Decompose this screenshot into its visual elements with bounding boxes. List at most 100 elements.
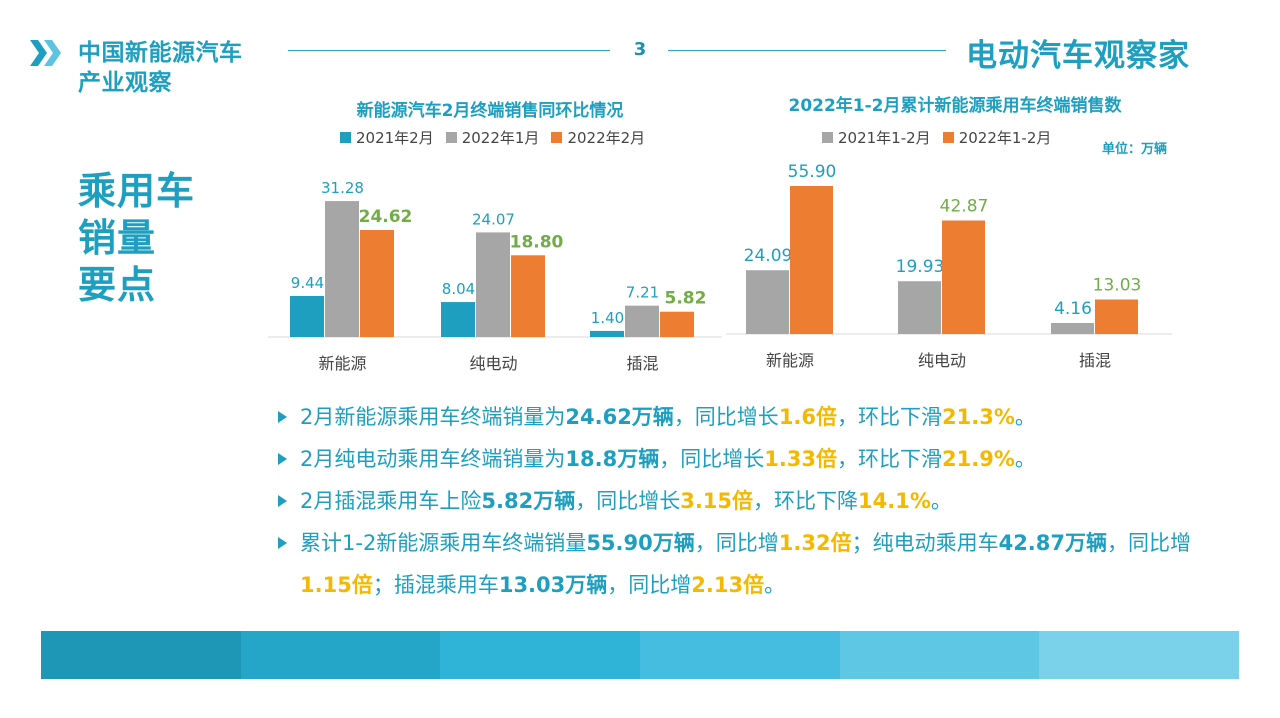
chart2-title: 2022年1-2月累计新能源乘用车终端销售数 <box>788 96 1122 116</box>
chart1-data-label: 9.44 <box>291 274 324 292</box>
chart1-data-label: 8.04 <box>442 280 475 298</box>
chart1-data-label: 31.28 <box>321 179 364 197</box>
chart1-legend-item: 2021年2月 <box>340 127 434 148</box>
bullet-ratio: 14.1% <box>858 489 931 513</box>
bullet-ratio: 2.13倍 <box>691 573 765 597</box>
chart1-bar <box>476 232 510 337</box>
chart2-category-label: 插混 <box>1079 351 1111 370</box>
footer-bar-segment <box>240 631 441 679</box>
bullet-text: ，环比下滑 <box>837 405 943 429</box>
bullet-text: ，同比增长 <box>659 447 765 471</box>
chart1-bar <box>660 311 694 337</box>
footer-bar-segment <box>1039 631 1240 679</box>
chart2-data-label: 19.93 <box>896 257 945 277</box>
bullet-text: ，同比增 <box>607 573 692 597</box>
bullet-figure: 55.90万辆 <box>586 531 695 555</box>
bullet-figure: 5.82万辆 <box>481 489 576 513</box>
bullet-point: 2月新能源乘用车终端销量为24.62万辆，同比增长1.6倍，环比下滑21.3%。 <box>276 396 1236 438</box>
chart2-unit-label: 单位：万辆 <box>1102 142 1168 157</box>
footer-gradient-bar <box>41 631 1240 679</box>
bullet-text: 。 <box>764 573 786 597</box>
bullet-figure: 13.03万辆 <box>498 573 608 597</box>
bullet-text: 。 <box>1014 447 1036 471</box>
legend-swatch-gray <box>822 132 833 143</box>
chart1-bar <box>511 255 545 337</box>
page-number: 3 <box>633 39 647 60</box>
chart2-bar <box>1051 322 1094 334</box>
bullet-text: ，同比增 <box>1107 531 1192 555</box>
bullet-text: ；纯电动乘用车 <box>851 531 999 555</box>
bullet-ratio: 1.6倍 <box>778 405 838 429</box>
chart2-category-label: 新能源 <box>766 351 814 370</box>
footer-bar-segment <box>41 631 241 679</box>
chart2-data-label: 55.90 <box>788 162 837 182</box>
bullet-ratio: 1.33倍 <box>764 447 838 471</box>
chart1-data-label: 18.80 <box>510 232 564 252</box>
chart2-legend-label: 2022年1-2月 <box>958 129 1052 147</box>
bullet-text: 2月插混乘用车上险 <box>300 489 482 513</box>
chart1-category-label: 新能源 <box>318 354 366 373</box>
chart1-bar <box>360 230 394 337</box>
footer-bar-segment <box>640 631 840 679</box>
chart1-data-label: 24.07 <box>472 210 515 228</box>
bullet-ratio: 3.15倍 <box>680 489 754 513</box>
chart2-legend-item: 2022年1-2月 <box>942 127 1052 148</box>
bullet-ratio: 1.15倍 <box>300 573 373 597</box>
chart1-bar <box>290 295 324 337</box>
bullet-text: ；插混乘用车 <box>372 573 499 597</box>
legend-swatch-gray <box>445 132 457 143</box>
bullet-text: 累计1-2新能源乘用车终端销量 <box>300 531 587 555</box>
bullet-list: 2月新能源乘用车终端销量为24.62万辆，同比增长1.6倍，环比下滑21.3%。… <box>276 396 1236 606</box>
header-title-line1: 中国新能源汽车 <box>78 40 243 66</box>
bullet-ratio: 21.9% <box>942 447 1015 471</box>
bullet-text: 。 <box>1014 405 1036 429</box>
chart1-legend-item: 2022年1月 <box>445 127 540 148</box>
chart2-bar <box>1095 299 1138 334</box>
bullet-text: ，同比增长 <box>673 405 779 429</box>
header-title-line2: 产业观察 <box>78 70 172 96</box>
legend-swatch-blue <box>340 132 351 143</box>
bullet-point: 2月纯电动乘用车终端销量为18.8万辆，同比增长1.33倍，环比下滑21.9%。 <box>276 438 1236 480</box>
chart1-bar <box>325 201 359 337</box>
bullet-text: ，同比增 <box>694 531 779 555</box>
footer-bar-segment <box>440 631 641 679</box>
brand-logo-text: 电动汽车观察家 <box>966 38 1190 74</box>
chart2-data-label: 42.87 <box>940 196 989 216</box>
chart1-data-label: 24.62 <box>359 207 413 227</box>
bullet-text: 2月新能源乘用车终端销量为 <box>300 405 566 429</box>
chart1-bar <box>441 302 475 337</box>
chevron-logo-icon <box>30 40 61 66</box>
chart1-legend-label: 2021年2月 <box>356 129 434 147</box>
chart2-bar <box>942 220 985 334</box>
chart2-legend: 2021年1-2月 2022年1-2月 <box>822 127 1051 148</box>
chart1-legend-item: 2022年2月 <box>551 127 645 148</box>
chart1-bar <box>625 305 659 337</box>
chart2-legend-label: 2021年1-2月 <box>838 129 931 147</box>
chart2-data-label: 13.03 <box>1093 276 1142 296</box>
chart2-bar <box>790 186 833 334</box>
chart1-bar <box>590 330 624 337</box>
footer-bar-segment <box>839 631 1040 679</box>
chart1-category-label: 插混 <box>626 354 658 373</box>
chart1-title: 新能源汽车2月终端销售同环比情况 <box>356 101 624 121</box>
bullet-point: 累计1-2新能源乘用车终端销量55.90万辆，同比增1.32倍；纯电动乘用车42… <box>276 522 1236 606</box>
chart1-legend: 2021年2月 2022年1月 2022年2月 <box>340 127 645 148</box>
section-title-line2: 销量 <box>78 216 157 260</box>
chart1-data-label: 7.21 <box>626 284 659 302</box>
header-divider-left <box>288 50 610 51</box>
bullet-text: ，环比下滑 <box>837 447 943 471</box>
bullet-figure: 42.87万辆 <box>998 531 1108 555</box>
bullet-text: ，同比增长 <box>575 489 681 513</box>
chart1-legend-label: 2022年1月 <box>461 129 540 147</box>
chart2-data-label: 24.09 <box>744 246 793 266</box>
chart1-plot: 9.44 31.28 24.62 新能源 8.04 24.07 18.80 纯电动 1.407.… <box>268 179 722 373</box>
chart2-legend-item: 2021年1-2月 <box>822 127 931 148</box>
legend-swatch-orange <box>942 132 954 143</box>
chart2-bar <box>746 270 789 334</box>
bullet-text: 。 <box>930 489 952 513</box>
bullet-figure: 18.8万辆 <box>565 447 660 471</box>
header-title: 中国新能源汽车 产业观察 <box>78 38 288 98</box>
bullet-text: 2月纯电动乘用车终端销量为 <box>300 447 566 471</box>
bullet-ratio: 1.32倍 <box>778 531 852 555</box>
